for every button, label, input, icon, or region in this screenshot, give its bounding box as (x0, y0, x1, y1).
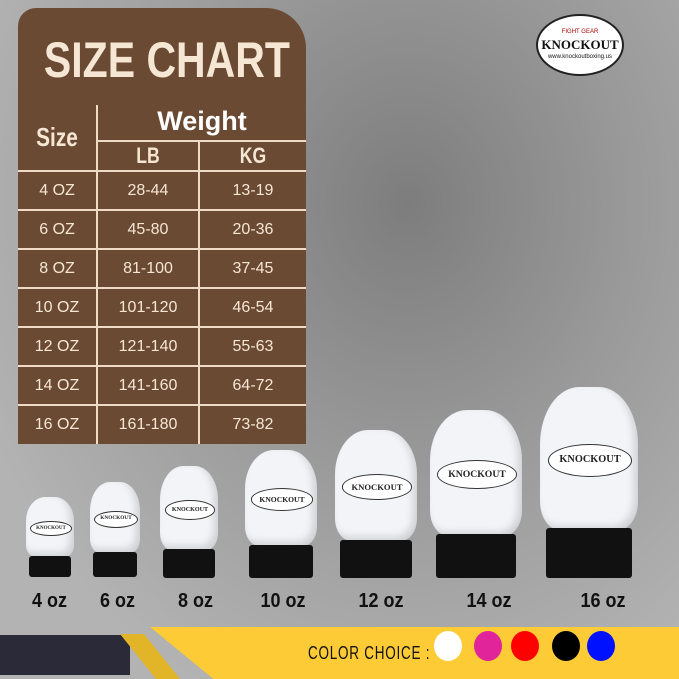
row-lb: 28-44 (127, 181, 169, 199)
glove-cuff (545, 528, 633, 578)
boxing-glove: KNOCKOUT (245, 450, 317, 578)
row-kg: 13-19 (232, 181, 274, 199)
color-swatch-red[interactable] (511, 631, 539, 661)
boxing-glove: KNOCKOUT (540, 387, 638, 578)
row-lb: 45-80 (127, 220, 169, 238)
logo-tagline: FIGHT GEAR (561, 29, 599, 36)
row-kg: 55-63 (232, 337, 274, 355)
glove-brand: KNOCKOUT (341, 474, 413, 501)
row-kg: 20-36 (232, 220, 274, 238)
row-kg: 73-82 (232, 415, 274, 433)
glove-size-label: 10 oz (260, 590, 306, 612)
boxing-glove: KNOCKOUT (90, 482, 140, 577)
glove-cuff (435, 534, 517, 578)
size-chart: SIZE CHART Size Weight LB KG 4 OZ 28-44 … (18, 8, 306, 444)
glove-size-label: 8 oz (177, 590, 213, 612)
glove-cuff (339, 539, 413, 578)
header-weight: Weight (157, 105, 247, 136)
row-size: 16 OZ (34, 415, 80, 433)
glove-brand: KNOCKOUT (29, 521, 73, 536)
glove-cuff (28, 556, 72, 577)
row-lb: 161-180 (118, 415, 178, 433)
row-lb: 121-140 (118, 337, 178, 355)
row-size: 10 OZ (34, 298, 80, 316)
glove-size-label: 6 oz (99, 590, 135, 612)
glove-brand: KNOCKOUT (94, 510, 138, 528)
knockout-logo: FIGHT GEAR KNOCKOUT www.knockoutboxing.u… (536, 14, 624, 76)
glove-cuff (249, 544, 313, 578)
row-lb: 141-160 (118, 376, 178, 394)
boxing-glove: KNOCKOUT (26, 497, 74, 577)
color-swatch-pink[interactable] (474, 631, 502, 661)
glove-size-label: 14 oz (466, 590, 512, 612)
row-kg: 64-72 (232, 376, 274, 394)
row-kg: 37-45 (232, 259, 274, 277)
row-size: 12 OZ (34, 337, 80, 355)
glove-brand: KNOCKOUT (547, 444, 633, 477)
glove-size-label: 4 oz (31, 590, 67, 612)
row-size: 14 OZ (34, 376, 80, 394)
header-size: Size (36, 121, 78, 152)
glove-cuff (93, 552, 137, 577)
glove-cuff (163, 548, 215, 578)
logo-brand: KNOCKOUT (541, 36, 619, 52)
glove-size-label: 12 oz (358, 590, 404, 612)
color-swatch-black[interactable] (552, 631, 580, 661)
glove-size-label: 16 oz (580, 590, 626, 612)
glove-brand: KNOCKOUT (437, 460, 517, 490)
chart-title: SIZE CHART (43, 32, 290, 88)
boxing-glove: KNOCKOUT (160, 466, 218, 578)
row-lb: 101-120 (118, 298, 178, 316)
row-lb: 81-100 (123, 259, 173, 277)
header-kg: KG (239, 143, 267, 168)
row-kg: 46-54 (232, 298, 274, 316)
boxing-glove: KNOCKOUT (430, 410, 522, 578)
glove-brand: KNOCKOUT (250, 488, 314, 511)
color-swatch-white[interactable] (434, 631, 462, 661)
color-choice-label: COLOR CHOICE : (308, 643, 431, 663)
row-size: 8 OZ (39, 259, 75, 277)
row-size: 4 OZ (39, 181, 75, 199)
boxing-glove: KNOCKOUT (335, 430, 417, 578)
glove-brand: KNOCKOUT (164, 499, 216, 520)
row-size: 6 OZ (39, 220, 75, 238)
logo-url: www.knockoutboxing.us (547, 54, 613, 61)
color-swatch-blue[interactable] (587, 631, 615, 661)
header-lb: LB (136, 143, 160, 168)
banner-dark-stripe (0, 635, 130, 675)
